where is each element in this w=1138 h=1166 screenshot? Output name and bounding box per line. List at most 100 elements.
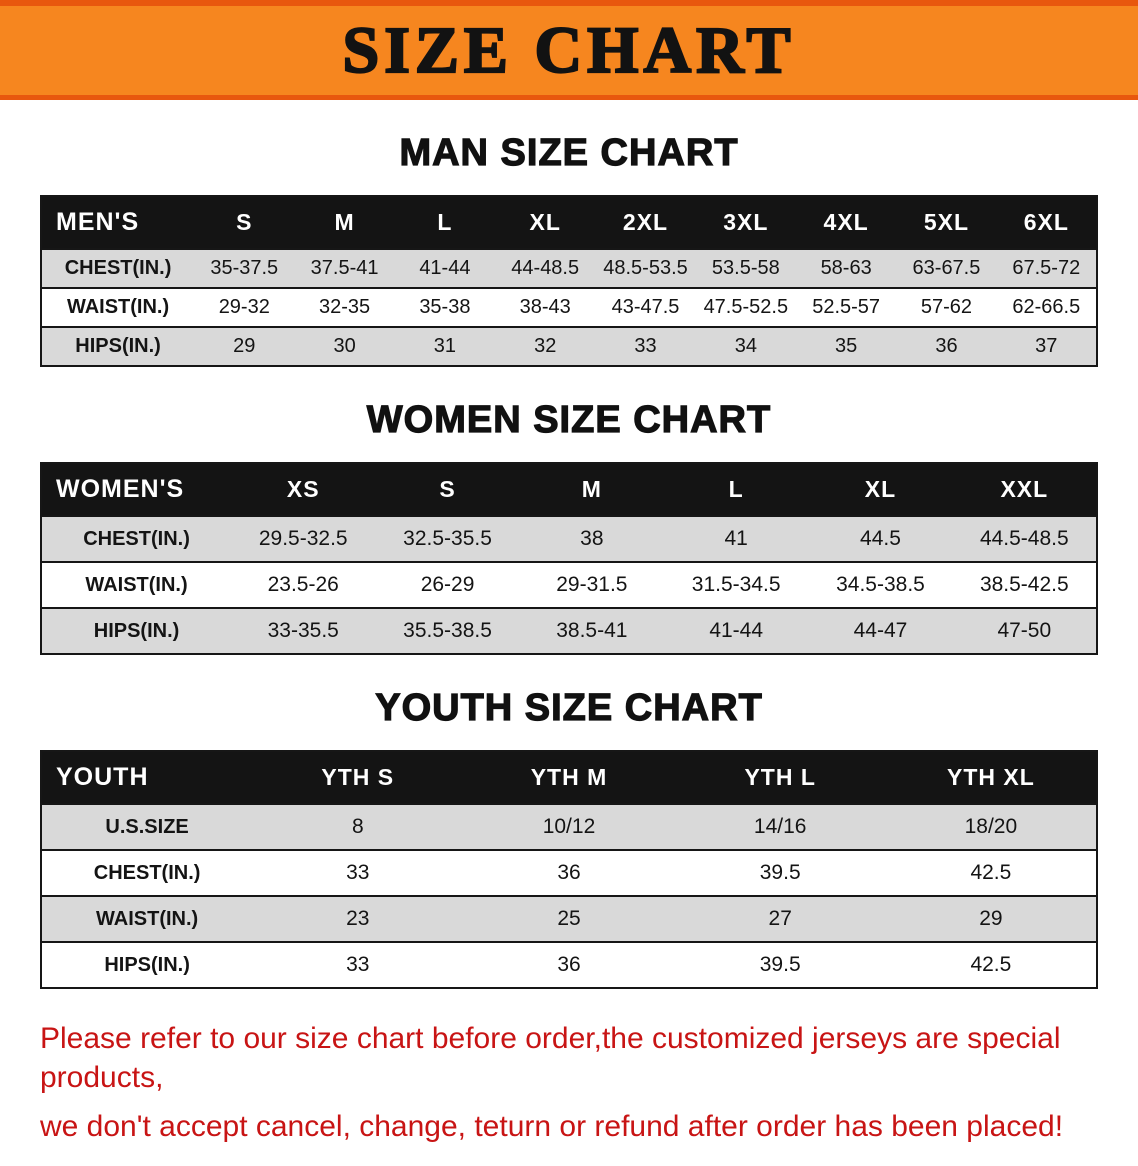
size-header-cell: L bbox=[664, 463, 809, 516]
value-cell: 29 bbox=[885, 895, 1097, 942]
value-cell: 39.5 bbox=[674, 941, 886, 988]
size-header-cell: M bbox=[519, 463, 665, 516]
size-header-cell: YTH XL bbox=[885, 751, 1097, 804]
value-cell: 41-44 bbox=[664, 607, 809, 654]
size-header-cell: YTH S bbox=[252, 751, 464, 804]
value-cell: 29 bbox=[194, 326, 295, 366]
row-label-cell: U.S.SIZE bbox=[41, 803, 253, 850]
value-cell: 32 bbox=[495, 326, 596, 366]
value-cell: 42.5 bbox=[885, 941, 1097, 988]
page-title: SIZE CHART bbox=[341, 13, 796, 87]
value-cell: 48.5-53.5 bbox=[595, 248, 696, 288]
value-cell: 44-48.5 bbox=[495, 248, 596, 288]
table-title-cell: MEN'S bbox=[41, 196, 195, 249]
table-header-row: MEN'S S M L XL 2XL 3XL 4XL 5XL 6XL bbox=[41, 196, 1097, 249]
value-cell: 41-44 bbox=[394, 248, 496, 288]
youth-size-table: YOUTH YTH S YTH M YTH L YTH XL U.S.SIZE 8 10/12… bbox=[40, 750, 1098, 989]
size-header-cell: 5XL bbox=[896, 196, 997, 249]
value-cell: 30 bbox=[294, 326, 395, 366]
value-cell: 42.5 bbox=[885, 849, 1097, 896]
value-cell: 29.5-32.5 bbox=[231, 515, 376, 562]
table-row: CHEST(IN.) 33 36 39.5 42.5 bbox=[41, 849, 1097, 896]
value-cell: 32-35 bbox=[294, 287, 395, 327]
value-cell: 39.5 bbox=[674, 849, 886, 896]
value-cell: 31.5-34.5 bbox=[664, 561, 809, 608]
value-cell: 33-35.5 bbox=[231, 607, 376, 654]
value-cell: 57-62 bbox=[896, 287, 997, 327]
value-cell: 29-31.5 bbox=[519, 561, 665, 608]
size-header-cell: S bbox=[194, 196, 295, 249]
row-label-cell: WAIST(IN.) bbox=[41, 287, 195, 327]
value-cell: 33 bbox=[252, 849, 464, 896]
value-cell: 23 bbox=[252, 895, 464, 942]
size-header-cell: S bbox=[375, 463, 520, 516]
women-size-table: WOMEN'S XS S M L XL XXL CHEST(IN.) 29.5-32.5 32.5… bbox=[40, 462, 1098, 655]
value-cell: 33 bbox=[595, 326, 696, 366]
table-row: WAIST(IN.) 23 25 27 29 bbox=[41, 895, 1097, 942]
row-label-cell: HIPS(IN.) bbox=[41, 941, 253, 988]
size-header-cell: YTH L bbox=[674, 751, 886, 804]
table-row: WAIST(IN.) 23.5-26 26-29 29-31.5 31.5-34.5 34… bbox=[41, 561, 1097, 608]
value-cell: 14/16 bbox=[674, 803, 886, 850]
notice-line: Please refer to our size chart before or… bbox=[40, 1022, 1061, 1094]
size-header-cell: XL bbox=[495, 196, 596, 249]
footer-notice: Please refer to our size chart before or… bbox=[40, 1019, 1098, 1146]
value-cell: 47.5-52.5 bbox=[695, 287, 796, 327]
value-cell: 52.5-57 bbox=[795, 287, 897, 327]
value-cell: 8 bbox=[252, 803, 464, 850]
table-row: HIPS(IN.) 33 36 39.5 42.5 bbox=[41, 941, 1097, 988]
size-header-cell: XS bbox=[231, 463, 376, 516]
value-cell: 36 bbox=[463, 849, 675, 896]
table-title-cell: WOMEN'S bbox=[41, 463, 232, 516]
value-cell: 34.5-38.5 bbox=[808, 561, 953, 608]
table-header-row: WOMEN'S XS S M L XL XXL bbox=[41, 463, 1097, 516]
value-cell: 36 bbox=[896, 326, 997, 366]
value-cell: 47-50 bbox=[952, 607, 1097, 654]
value-cell: 31 bbox=[394, 326, 496, 366]
row-label-cell: WAIST(IN.) bbox=[41, 895, 253, 942]
women-size-section: WOMEN SIZE CHART WOMEN'S XS S M L XL XXL CHEST(… bbox=[0, 398, 1138, 655]
value-cell: 37 bbox=[996, 326, 1097, 366]
banner: SIZE CHART bbox=[0, 0, 1138, 100]
value-cell: 27 bbox=[674, 895, 886, 942]
men-section-heading: MAN SIZE CHART bbox=[399, 131, 739, 174]
value-cell: 44-47 bbox=[808, 607, 953, 654]
size-header-cell: YTH M bbox=[463, 751, 675, 804]
size-header-cell: XL bbox=[808, 463, 953, 516]
value-cell: 34 bbox=[695, 326, 796, 366]
value-cell: 38.5-41 bbox=[519, 607, 665, 654]
value-cell: 44.5-48.5 bbox=[952, 515, 1097, 562]
value-cell: 35.5-38.5 bbox=[375, 607, 520, 654]
table-row: HIPS(IN.) 29 30 31 32 33 34 35 36 37 bbox=[41, 326, 1097, 366]
value-cell: 32.5-35.5 bbox=[375, 515, 520, 562]
value-cell: 63-67.5 bbox=[896, 248, 997, 288]
value-cell: 37.5-41 bbox=[294, 248, 395, 288]
table-row: U.S.SIZE 8 10/12 14/16 18/20 bbox=[41, 803, 1097, 850]
table-row: CHEST(IN.) 29.5-32.5 32.5-35.5 38 41 44.5 44.5… bbox=[41, 515, 1097, 562]
value-cell: 36 bbox=[463, 941, 675, 988]
size-header-cell: 4XL bbox=[795, 196, 897, 249]
table-row: WAIST(IN.) 29-32 32-35 35-38 38-43 43-47.5 47.… bbox=[41, 287, 1097, 327]
value-cell: 62-66.5 bbox=[996, 287, 1097, 327]
table-row: CHEST(IN.) 35-37.5 37.5-41 41-44 44-48.5 48.5… bbox=[41, 248, 1097, 288]
value-cell: 25 bbox=[463, 895, 675, 942]
size-header-cell: XXL bbox=[952, 463, 1097, 516]
row-label-cell: HIPS(IN.) bbox=[41, 326, 195, 366]
men-size-section: MAN SIZE CHART MEN'S S M L XL 2XL 3XL 4XL 5XL 6XL… bbox=[0, 131, 1138, 367]
size-header-cell: L bbox=[394, 196, 496, 249]
row-label-cell: CHEST(IN.) bbox=[41, 515, 232, 562]
women-section-heading: WOMEN SIZE CHART bbox=[366, 398, 772, 441]
value-cell: 41 bbox=[664, 515, 809, 562]
table-title-cell: YOUTH bbox=[41, 751, 253, 804]
table-header-row: YOUTH YTH S YTH M YTH L YTH XL bbox=[41, 751, 1097, 804]
value-cell: 67.5-72 bbox=[996, 248, 1097, 288]
size-header-cell: M bbox=[294, 196, 395, 249]
value-cell: 23.5-26 bbox=[231, 561, 376, 608]
value-cell: 10/12 bbox=[463, 803, 675, 850]
size-header-cell: 6XL bbox=[996, 196, 1097, 249]
value-cell: 35-38 bbox=[394, 287, 496, 327]
value-cell: 26-29 bbox=[375, 561, 520, 608]
table-row: HIPS(IN.) 33-35.5 35.5-38.5 38.5-41 41-44 44-… bbox=[41, 607, 1097, 654]
men-size-table: MEN'S S M L XL 2XL 3XL 4XL 5XL 6XL CHEST(IN.) 35-37… bbox=[40, 195, 1098, 367]
